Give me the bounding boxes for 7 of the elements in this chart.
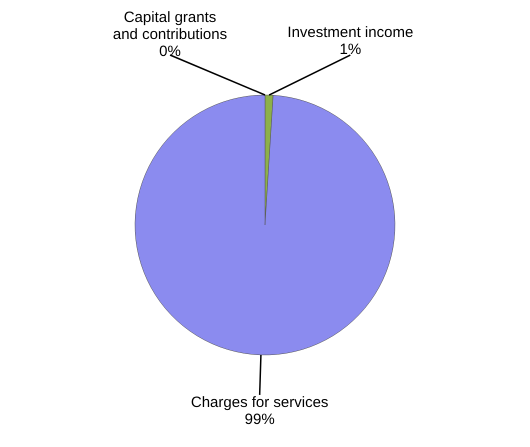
slice-label: Investment income [287, 24, 414, 42]
slice-label: Charges for services [190, 394, 328, 411]
category-label: Capital grants and contributions [112, 9, 228, 43]
data-label: 1% [339, 41, 362, 58]
pie-slice [134, 94, 396, 356]
text: 0% [159, 43, 181, 60]
data-label: 99% [244, 410, 275, 428]
